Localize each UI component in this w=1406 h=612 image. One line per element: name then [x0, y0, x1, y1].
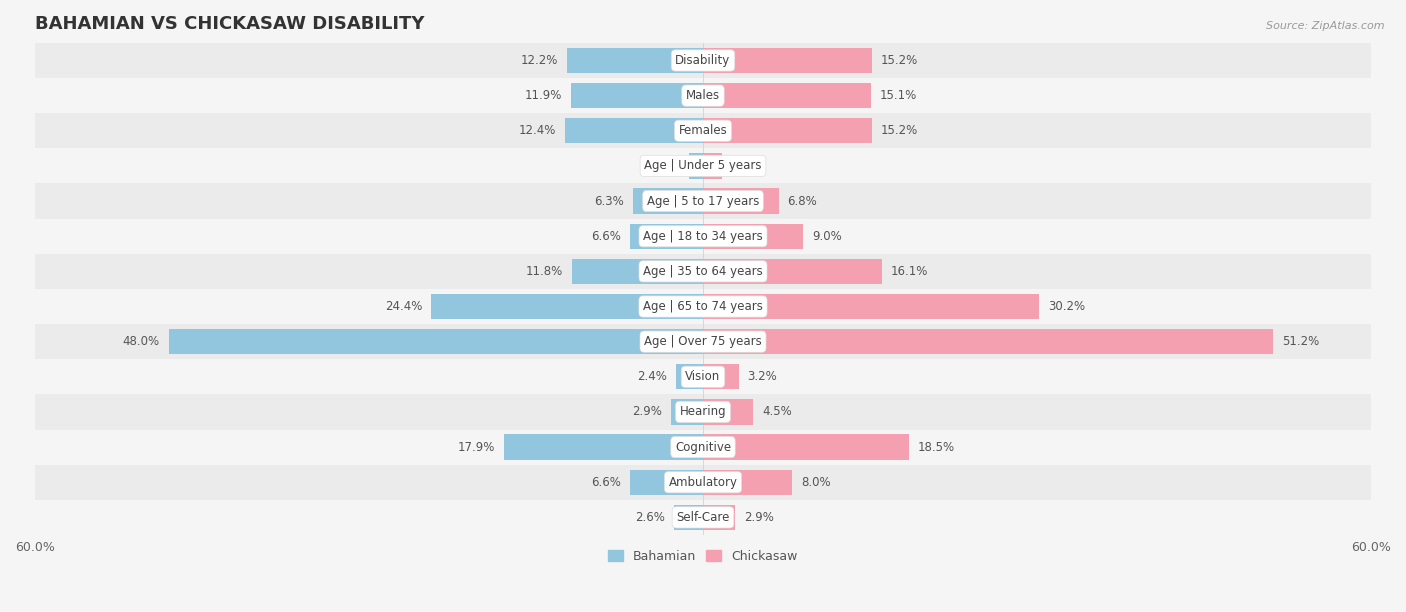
Bar [703, 469, 792, 495]
Text: 1.7%: 1.7% [731, 159, 761, 173]
Text: 30.2%: 30.2% [1047, 300, 1085, 313]
Text: 15.2%: 15.2% [882, 124, 918, 137]
Text: 6.6%: 6.6% [591, 476, 620, 489]
Text: Age | 35 to 64 years: Age | 35 to 64 years [643, 265, 763, 278]
Bar [703, 294, 1039, 319]
Bar [35, 289, 1371, 324]
Text: 2.6%: 2.6% [636, 511, 665, 524]
Text: 12.2%: 12.2% [520, 54, 558, 67]
Bar [571, 83, 703, 108]
Text: Males: Males [686, 89, 720, 102]
Text: 2.4%: 2.4% [637, 370, 668, 383]
Bar [35, 394, 1371, 430]
Bar [35, 324, 1371, 359]
Text: Age | Under 5 years: Age | Under 5 years [644, 159, 762, 173]
Bar [572, 259, 703, 284]
Bar [35, 78, 1371, 113]
Text: Cognitive: Cognitive [675, 441, 731, 453]
Bar [35, 430, 1371, 465]
Text: 1.3%: 1.3% [650, 159, 679, 173]
Text: 15.2%: 15.2% [882, 54, 918, 67]
Text: 16.1%: 16.1% [891, 265, 928, 278]
Bar [567, 48, 703, 73]
Bar [565, 118, 703, 143]
Bar [35, 43, 1371, 78]
Text: Females: Females [679, 124, 727, 137]
Bar [689, 153, 703, 179]
Text: Age | 18 to 34 years: Age | 18 to 34 years [643, 230, 763, 243]
Text: Ambulatory: Ambulatory [668, 476, 738, 489]
Text: Self-Care: Self-Care [676, 511, 730, 524]
Bar [703, 48, 872, 73]
Text: 18.5%: 18.5% [918, 441, 955, 453]
Bar [35, 148, 1371, 184]
Bar [35, 218, 1371, 254]
Bar [35, 465, 1371, 500]
Bar [673, 505, 703, 530]
Text: 11.9%: 11.9% [524, 89, 561, 102]
Bar [35, 500, 1371, 535]
Text: Hearing: Hearing [679, 405, 727, 419]
Bar [503, 435, 703, 460]
Legend: Bahamian, Chickasaw: Bahamian, Chickasaw [603, 545, 803, 568]
Bar [703, 505, 735, 530]
Bar [671, 399, 703, 425]
Text: 9.0%: 9.0% [813, 230, 842, 243]
Text: 6.3%: 6.3% [595, 195, 624, 207]
Text: 48.0%: 48.0% [122, 335, 160, 348]
Text: BAHAMIAN VS CHICKASAW DISABILITY: BAHAMIAN VS CHICKASAW DISABILITY [35, 15, 425, 33]
Text: 15.1%: 15.1% [880, 89, 917, 102]
Bar [169, 329, 703, 354]
Text: 6.8%: 6.8% [787, 195, 817, 207]
Bar [630, 223, 703, 249]
Text: 12.4%: 12.4% [519, 124, 555, 137]
Text: Source: ZipAtlas.com: Source: ZipAtlas.com [1267, 21, 1385, 31]
Text: Age | 65 to 74 years: Age | 65 to 74 years [643, 300, 763, 313]
Text: 24.4%: 24.4% [385, 300, 422, 313]
Bar [703, 188, 779, 214]
Bar [35, 359, 1371, 394]
Text: 17.9%: 17.9% [457, 441, 495, 453]
Text: 11.8%: 11.8% [526, 265, 562, 278]
Text: Disability: Disability [675, 54, 731, 67]
Text: 6.6%: 6.6% [591, 230, 620, 243]
Bar [703, 329, 1272, 354]
Text: 2.9%: 2.9% [744, 511, 775, 524]
Bar [703, 364, 738, 389]
Bar [630, 469, 703, 495]
Bar [35, 113, 1371, 148]
Text: Age | 5 to 17 years: Age | 5 to 17 years [647, 195, 759, 207]
Text: Vision: Vision [685, 370, 721, 383]
Bar [35, 254, 1371, 289]
Bar [703, 118, 872, 143]
Bar [703, 153, 721, 179]
Bar [703, 223, 803, 249]
Text: 8.0%: 8.0% [801, 476, 831, 489]
Bar [703, 83, 872, 108]
Bar [703, 399, 754, 425]
Text: 2.9%: 2.9% [631, 405, 662, 419]
Bar [633, 188, 703, 214]
Text: Age | Over 75 years: Age | Over 75 years [644, 335, 762, 348]
Bar [703, 435, 910, 460]
Bar [676, 364, 703, 389]
Bar [703, 259, 882, 284]
Text: 51.2%: 51.2% [1282, 335, 1319, 348]
Text: 3.2%: 3.2% [748, 370, 778, 383]
Bar [432, 294, 703, 319]
Bar [35, 184, 1371, 218]
Text: 4.5%: 4.5% [762, 405, 792, 419]
